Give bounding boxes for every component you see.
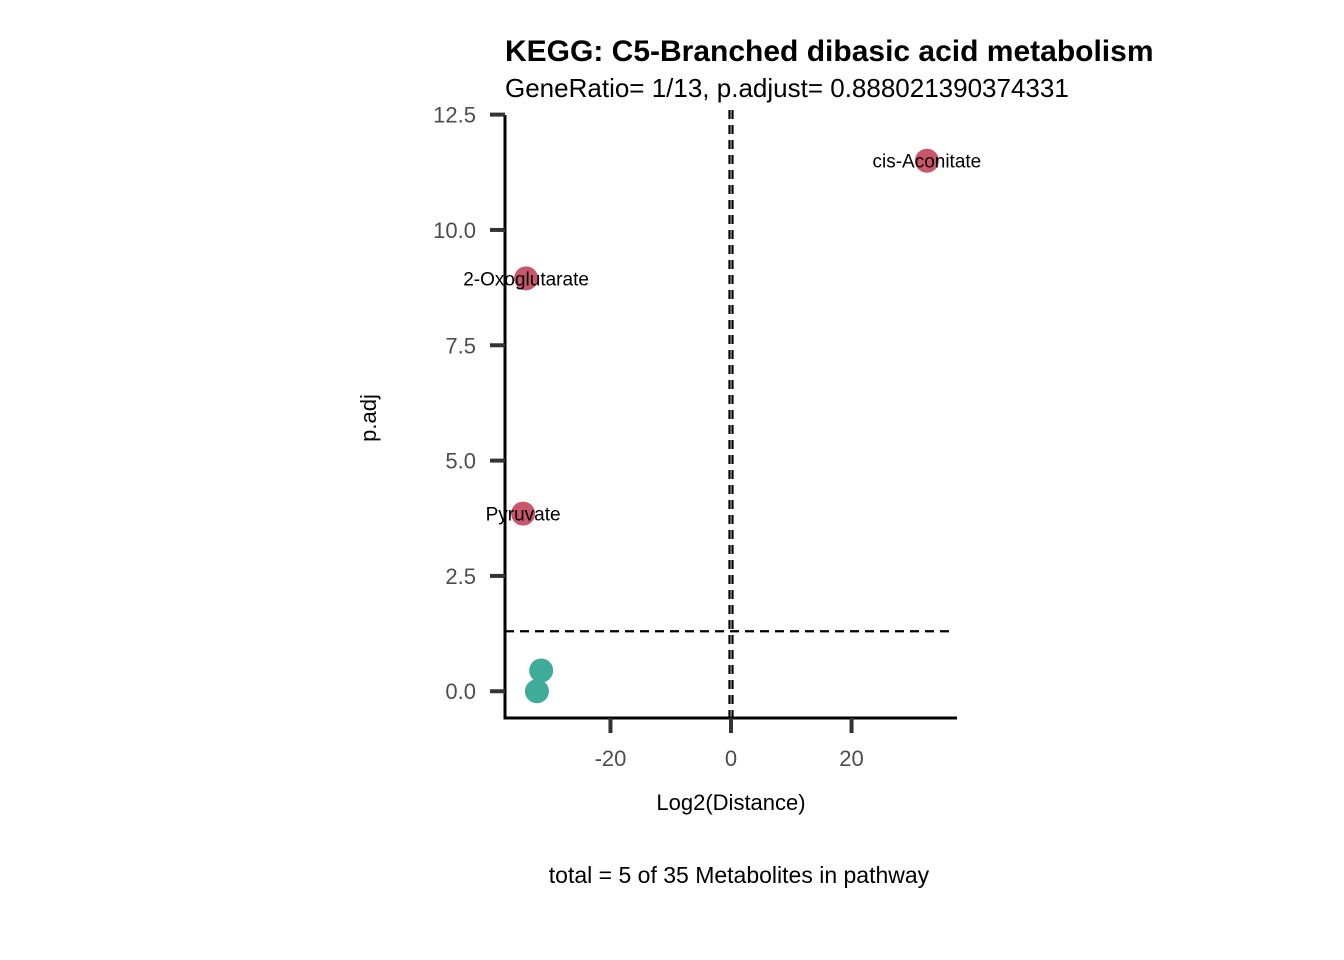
y-tick-label-3: 5.0 [445,449,476,474]
y-tick-label-6: 12.5 [433,103,476,128]
axes: 0.0 2.5 5.0 7.5 10.0 12.5 -20 0 20 [433,103,957,771]
x-tick-label-3: 20 [839,746,863,771]
data-point-2 [514,266,539,291]
point-label-2: 2-Oxoglutarate [463,269,589,290]
point-label-3: Pyruvate [486,505,561,526]
chart-caption: total = 5 of 35 Metabolites in pathway [549,862,930,888]
reference-lines [505,110,950,718]
x-tick-label-1: -20 [595,746,627,771]
data-point-3 [511,501,536,526]
data-point-5 [524,679,549,704]
point-labels: cis-Aconitate 2-Oxoglutarate Pyruvate [463,152,981,526]
data-point-1 [914,148,939,173]
y-tick-label-2: 2.5 [445,564,476,589]
y-tick-label-5: 10.0 [433,218,476,243]
y-tick-label-4: 7.5 [445,333,476,358]
x-tick-label-2: 0 [725,746,737,771]
data-point-4 [529,658,554,683]
data-points [511,148,939,704]
chart-title: KEGG: C5-Branched dibasic acid metabolis… [505,35,1154,68]
y-tick-label-1: 0.0 [445,679,476,704]
x-axis-title: Log2(Distance) [656,790,805,815]
y-axis-title: p.adj [356,394,381,442]
point-label-1: cis-Aconitate [872,152,981,173]
chart-subtitle: GeneRatio= 1/13, p.adjust= 0.88802139037… [505,73,1069,103]
